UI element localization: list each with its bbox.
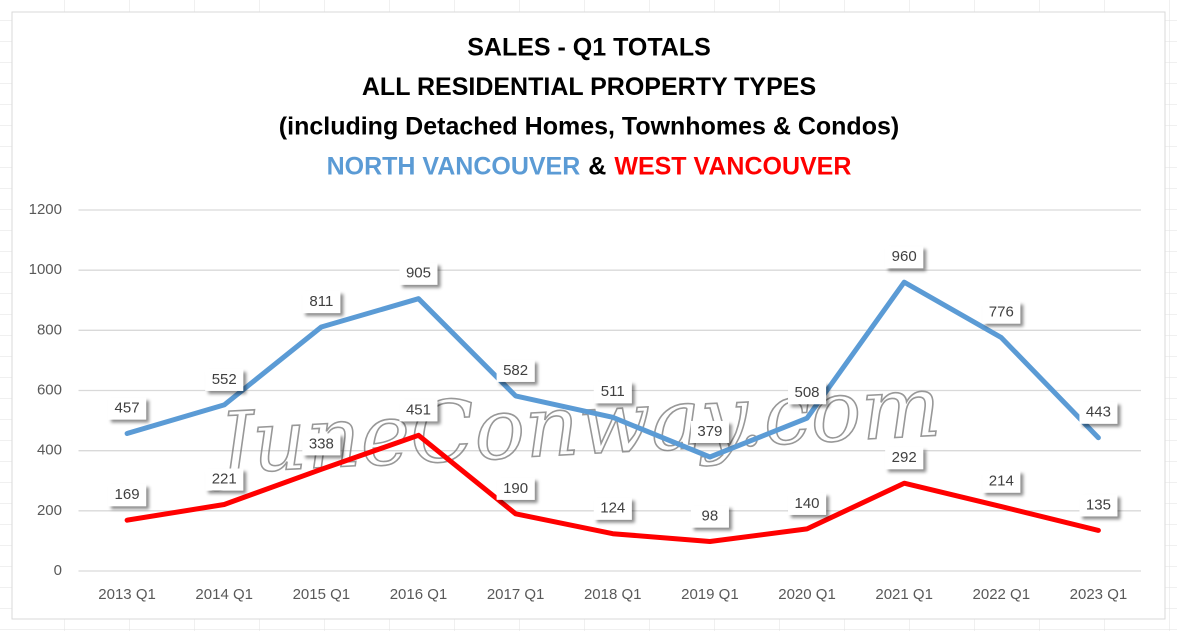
series-line	[124, 279, 1101, 460]
x-tick-label: 2023 Q1	[1070, 586, 1128, 603]
x-tick-label: 2020 Q1	[778, 586, 836, 603]
data-label: 292	[892, 449, 917, 466]
data-label-box	[1079, 401, 1118, 424]
series-line	[124, 432, 1101, 544]
data-label: 98	[702, 507, 719, 524]
data-label: 508	[795, 384, 820, 401]
x-tick-label: 2021 Q1	[875, 586, 933, 603]
x-tick-label: 2018 Q1	[584, 586, 642, 603]
data-label-box	[205, 468, 244, 491]
y-tick-label: 800	[37, 321, 62, 338]
data-label-box	[982, 301, 1021, 324]
data-label: 451	[406, 401, 431, 418]
data-label-box	[205, 368, 244, 391]
x-tick-label: 2015 Q1	[293, 586, 351, 603]
x-tick-label: 2017 Q1	[487, 586, 545, 603]
y-tick-label: 1200	[29, 201, 62, 218]
data-label: 135	[1086, 496, 1111, 513]
chart-title: SALES - Q1 TOTALS	[467, 34, 711, 62]
chart-subtitle: NORTH VANCOUVER & WEST VANCOUVER	[327, 152, 852, 180]
data-label-box	[399, 262, 438, 285]
data-label: 511	[601, 383, 625, 400]
y-tick-label: 400	[37, 442, 62, 459]
data-label-box	[108, 397, 147, 420]
data-label: 776	[989, 304, 1014, 321]
data-label: 379	[697, 423, 722, 440]
data-label-box	[982, 470, 1021, 493]
data-label-box	[496, 359, 535, 382]
data-label-box	[593, 497, 632, 520]
data-label-box	[496, 477, 535, 500]
data-label-box	[788, 492, 827, 515]
data-label: 905	[406, 265, 431, 282]
data-label: 960	[892, 248, 917, 265]
data-label-box	[1079, 494, 1118, 517]
data-label-box	[593, 381, 632, 404]
data-label: 457	[115, 399, 140, 416]
data-label-box	[302, 433, 341, 456]
title-series-name: WEST VANCOUVER	[614, 152, 851, 180]
chart-title: (including Detached Homes, Townhomes & C…	[279, 113, 899, 141]
data-label-box	[302, 291, 341, 314]
x-tick-label: 2019 Q1	[681, 586, 739, 603]
x-tick-label: 2013 Q1	[98, 586, 156, 603]
data-label: 221	[212, 470, 237, 487]
data-label: 443	[1086, 404, 1111, 421]
data-label: 124	[600, 500, 625, 517]
data-label-box	[690, 420, 729, 443]
title-series-name: NORTH VANCOUVER	[327, 152, 581, 180]
title-connector: &	[588, 152, 606, 180]
data-label-box	[885, 246, 924, 269]
data-label: 214	[989, 473, 1014, 490]
data-label: 190	[503, 480, 528, 497]
data-label-box	[690, 505, 729, 528]
data-label: 811	[309, 293, 333, 310]
chart-area	[11, 11, 1166, 620]
x-tick-label: 2014 Q1	[195, 586, 253, 603]
data-label-box	[108, 484, 147, 507]
x-tick-label: 2016 Q1	[390, 586, 448, 603]
x-tick-label: 2022 Q1	[973, 586, 1031, 603]
data-label-box	[788, 382, 827, 405]
data-label: 140	[795, 495, 820, 512]
y-tick-label: 200	[37, 502, 62, 519]
data-label-box	[399, 399, 438, 422]
y-tick-label: 600	[37, 381, 62, 398]
chart-title: ALL RESIDENTIAL PROPERTY TYPES	[362, 73, 816, 101]
data-label: 552	[212, 371, 237, 388]
data-label-box	[885, 447, 924, 470]
data-label: 582	[503, 362, 528, 379]
data-label: 169	[115, 486, 140, 503]
data-label: 338	[309, 435, 334, 452]
y-tick-label: 1000	[29, 261, 62, 278]
y-tick-label: 0	[54, 562, 62, 579]
